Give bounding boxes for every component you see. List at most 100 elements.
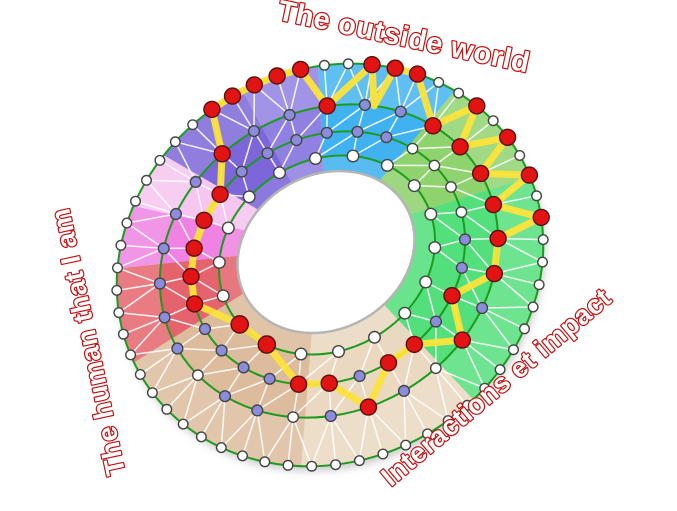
node-white	[353, 455, 365, 467]
node-purple	[157, 242, 170, 255]
node-purple	[198, 322, 212, 336]
node-white	[527, 301, 539, 313]
node-white	[134, 369, 146, 381]
node-white	[508, 344, 520, 356]
node-white	[221, 221, 235, 235]
node-white	[342, 58, 354, 70]
node-white	[177, 418, 189, 430]
node-white	[169, 136, 181, 148]
web-line	[435, 367, 468, 406]
node-red	[453, 331, 471, 349]
node-white	[428, 159, 441, 172]
node-white	[429, 362, 442, 375]
node-red	[471, 164, 490, 183]
node-white	[195, 431, 207, 443]
node-purple	[455, 261, 469, 274]
node-white	[445, 181, 457, 193]
node-white	[111, 262, 123, 274]
node-red	[498, 128, 517, 147]
web-line	[220, 409, 258, 449]
node-white	[115, 239, 127, 251]
node-red	[379, 354, 398, 372]
node-purple	[394, 105, 407, 118]
node-purple	[158, 311, 171, 324]
web-line	[482, 306, 534, 309]
node-red	[485, 264, 503, 283]
node-white	[537, 234, 549, 246]
node-red	[489, 229, 507, 248]
web-line	[400, 81, 440, 113]
node-red	[386, 59, 404, 77]
node-red	[213, 145, 231, 163]
node-white	[514, 149, 526, 161]
node-white	[154, 154, 166, 166]
node-white	[419, 275, 433, 289]
web-line	[240, 130, 255, 172]
web-line	[403, 390, 429, 435]
node-purple	[261, 147, 274, 160]
node-red	[230, 315, 249, 334]
node-white	[453, 87, 465, 99]
web-line	[139, 347, 178, 376]
web-line	[310, 415, 332, 467]
node-red	[532, 208, 550, 227]
web-line	[424, 281, 437, 322]
node-red	[223, 87, 242, 105]
web-line	[403, 390, 407, 446]
web-line	[135, 200, 177, 215]
node-purple	[290, 133, 303, 147]
node-white	[215, 442, 227, 454]
node-white	[461, 399, 473, 411]
web-line	[330, 415, 337, 465]
node-purple	[153, 277, 167, 290]
web-line	[116, 282, 161, 292]
web-line	[481, 307, 515, 351]
web-line	[358, 406, 370, 461]
node-purple	[235, 165, 248, 178]
node-white	[191, 369, 204, 382]
node-red	[203, 100, 221, 119]
node-red	[468, 97, 486, 115]
node-white	[455, 206, 468, 219]
node-purple	[353, 369, 366, 383]
node-purple	[251, 404, 264, 417]
web-line	[358, 337, 376, 377]
node-white	[309, 151, 323, 165]
node-purple	[397, 384, 411, 398]
node-white	[287, 411, 299, 423]
node-red	[268, 67, 286, 85]
node-purple	[237, 361, 250, 374]
node-white	[406, 142, 419, 155]
web-line	[264, 416, 294, 463]
web-line	[126, 222, 165, 250]
node-purple	[169, 207, 183, 221]
web-line	[241, 410, 259, 457]
web-line	[220, 396, 226, 448]
node-white	[368, 330, 382, 344]
web-line	[330, 415, 361, 462]
node-white	[273, 166, 287, 180]
web-line	[256, 410, 266, 462]
node-red	[484, 195, 503, 214]
node-white	[140, 174, 152, 186]
node-white	[533, 279, 545, 291]
web-line	[292, 416, 313, 467]
node-white	[346, 149, 360, 163]
node-red	[443, 287, 461, 305]
web-line	[461, 339, 486, 389]
node-red	[408, 65, 427, 83]
node-purple	[171, 342, 184, 355]
node-white	[129, 195, 141, 207]
node-white	[111, 284, 123, 296]
node-red	[185, 295, 204, 313]
web-line	[123, 316, 165, 335]
node-white	[442, 415, 454, 427]
node-white	[294, 347, 308, 361]
node-red	[451, 138, 469, 156]
node-white	[531, 190, 543, 202]
node-red	[520, 166, 539, 184]
web-line	[152, 374, 199, 394]
node-purple	[458, 233, 472, 246]
node-white	[318, 59, 330, 71]
